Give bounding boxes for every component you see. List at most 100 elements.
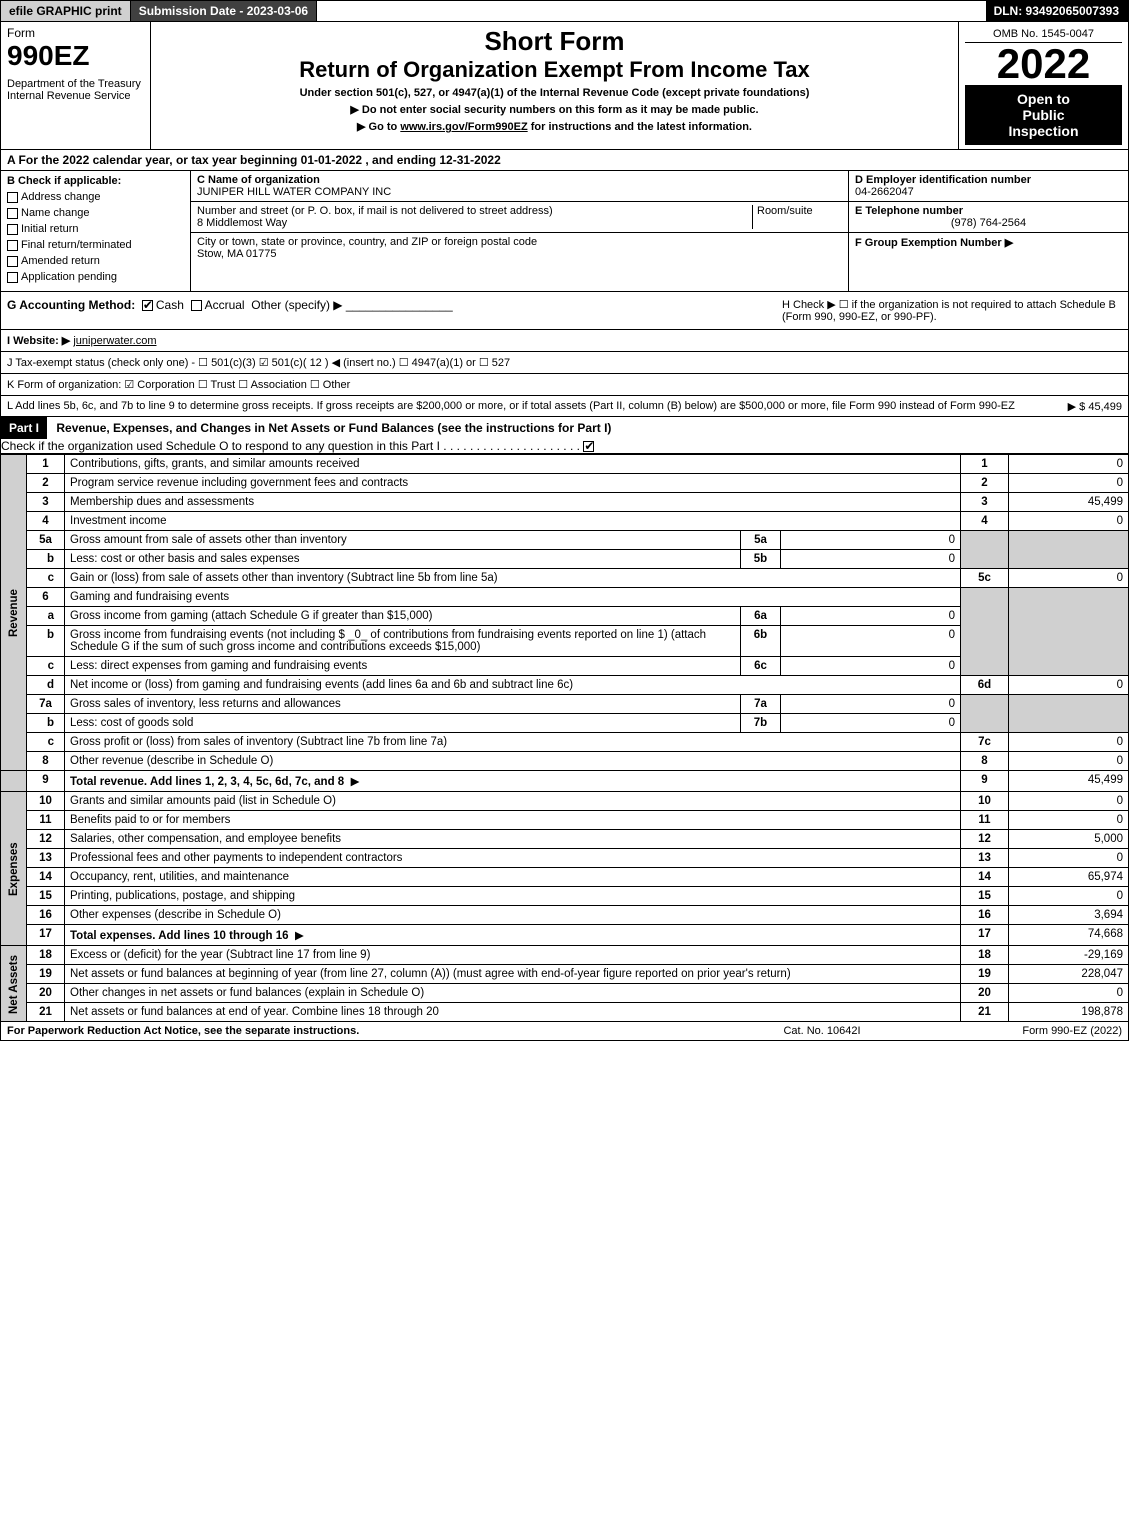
row-h: H Check ▶ ☐ if the organization is not r… <box>782 298 1122 323</box>
ln-6b-il: 6b <box>741 626 781 657</box>
ln-3-desc: Membership dues and assessments <box>65 493 961 512</box>
ln-18-amt: -29,169 <box>1009 946 1129 965</box>
city-label: City or town, state or province, country… <box>197 236 842 248</box>
efile-print-label[interactable]: efile GRAPHIC print <box>1 1 131 21</box>
open-1: Open to <box>971 91 1116 107</box>
chk-final-return[interactable]: Final return/terminated <box>7 239 184 251</box>
ln-14-num: 14 <box>27 868 65 887</box>
ln-17-amt: 74,668 <box>1009 925 1129 946</box>
ln-12-num: 12 <box>27 830 65 849</box>
open-to-public: Open to Public Inspection <box>965 85 1122 145</box>
ln-7-shade-amt <box>1009 695 1129 733</box>
subhead-2: ▶ Do not enter social security numbers o… <box>157 103 952 116</box>
c-street-row: Number and street (or P. O. box, if mail… <box>191 202 848 233</box>
section-b-c-def: B Check if applicable: Address change Na… <box>0 171 1129 292</box>
ein-value: 04-2662047 <box>855 186 1122 198</box>
ln-9-lbl: 9 <box>961 771 1009 792</box>
ln-4-amt: 0 <box>1009 512 1129 531</box>
lines-table: Revenue 1 Contributions, gifts, grants, … <box>0 454 1129 1022</box>
ln-7c-desc: Gross profit or (loss) from sales of inv… <box>65 733 961 752</box>
ln-14-desc: Occupancy, rent, utilities, and maintena… <box>65 868 961 887</box>
ln-12-amt: 5,000 <box>1009 830 1129 849</box>
ln-5a-il: 5a <box>741 531 781 550</box>
sub3-post: for instructions and the latest informat… <box>528 121 752 133</box>
ln-2-num: 2 <box>27 474 65 493</box>
footer-left: For Paperwork Reduction Act Notice, see … <box>7 1025 722 1037</box>
irs-link[interactable]: www.irs.gov/Form990EZ <box>400 121 527 133</box>
chk-application-pending[interactable]: Application pending <box>7 271 184 283</box>
chk-accrual[interactable] <box>191 300 202 311</box>
c-label: C Name of organization <box>197 174 842 186</box>
ln-14-amt: 65,974 <box>1009 868 1129 887</box>
ln-8-num: 8 <box>27 752 65 771</box>
ln-12-desc: Salaries, other compensation, and employ… <box>65 830 961 849</box>
ln-5c-amt: 0 <box>1009 569 1129 588</box>
c-name-row: C Name of organization JUNIPER HILL WATE… <box>191 171 848 202</box>
footer-form-id: Form 990-EZ (2022) <box>922 1025 1122 1037</box>
ln-20-desc: Other changes in net assets or fund bala… <box>65 984 961 1003</box>
ln-5ab-shade <box>961 531 1009 569</box>
form-word: Form <box>7 26 144 40</box>
row-k: K Form of organization: ☑ Corporation ☐ … <box>0 374 1129 396</box>
ln-6-num: 6 <box>27 588 65 607</box>
ln-6b-num: b <box>27 626 65 657</box>
ln-5b-num: b <box>27 550 65 569</box>
ln-5a-desc: Gross amount from sale of assets other t… <box>65 531 741 550</box>
ln-4-lbl: 4 <box>961 512 1009 531</box>
ln-19-num: 19 <box>27 965 65 984</box>
website-link[interactable]: juniperwater.com <box>73 335 156 347</box>
row-g-h: G Accounting Method: Cash Accrual Other … <box>0 292 1129 330</box>
ln-15-num: 15 <box>27 887 65 906</box>
ln-3-lbl: 3 <box>961 493 1009 512</box>
ln-1-amt: 0 <box>1009 455 1129 474</box>
chk-address-change[interactable]: Address change <box>7 191 184 203</box>
ln-8-lbl: 8 <box>961 752 1009 771</box>
room-suite-label: Room/suite <box>752 205 842 229</box>
ln-6a-iv: 0 <box>781 607 961 626</box>
row-l-text: L Add lines 5b, 6c, and 7b to line 9 to … <box>7 400 1015 412</box>
ln-2-lbl: 2 <box>961 474 1009 493</box>
f-label: F Group Exemption Number ▶ <box>855 236 1122 249</box>
ln-5a-iv: 0 <box>781 531 961 550</box>
chk-amended-return[interactable]: Amended return <box>7 255 184 267</box>
ln-5ab-shade-amt <box>1009 531 1129 569</box>
ln-16-num: 16 <box>27 906 65 925</box>
ln-6a-desc: Gross income from gaming (attach Schedul… <box>65 607 741 626</box>
ln-6c-num: c <box>27 657 65 676</box>
ln-20-num: 20 <box>27 984 65 1003</box>
ln-19-amt: 228,047 <box>1009 965 1129 984</box>
f-row: F Group Exemption Number ▶ <box>849 233 1128 252</box>
footer: For Paperwork Reduction Act Notice, see … <box>0 1022 1129 1041</box>
ln-5a-num: 5a <box>27 531 65 550</box>
d-label: D Employer identification number <box>855 174 1122 186</box>
ln-20-amt: 0 <box>1009 984 1129 1003</box>
submission-date: Submission Date - 2023-03-06 <box>131 1 317 21</box>
ln-6a-il: 6a <box>741 607 781 626</box>
street-value: 8 Middlemost Way <box>197 217 752 229</box>
chk-schedule-o[interactable] <box>583 441 594 452</box>
ln-20-lbl: 20 <box>961 984 1009 1003</box>
ln-7b-il: 7b <box>741 714 781 733</box>
form-header: Form 990EZ Department of the Treasury In… <box>0 22 1129 150</box>
ln-19-desc: Net assets or fund balances at beginning… <box>65 965 961 984</box>
city-value: Stow, MA 01775 <box>197 248 842 260</box>
ln-3-num: 3 <box>27 493 65 512</box>
ln-11-lbl: 11 <box>961 811 1009 830</box>
chk-cash[interactable] <box>142 300 153 311</box>
ln-15-desc: Printing, publications, postage, and shi… <box>65 887 961 906</box>
footer-cat-no: Cat. No. 10642I <box>722 1025 922 1037</box>
street-label: Number and street (or P. O. box, if mail… <box>197 205 752 217</box>
ln-5c-lbl: 5c <box>961 569 1009 588</box>
form-number: 990EZ <box>7 40 144 72</box>
chk-initial-return[interactable]: Initial return <box>7 223 184 235</box>
ln-6-desc: Gaming and fundraising events <box>65 588 961 607</box>
chk-name-change[interactable]: Name change <box>7 207 184 219</box>
ln-6c-iv: 0 <box>781 657 961 676</box>
short-form-title: Short Form <box>157 26 952 57</box>
ln-15-lbl: 15 <box>961 887 1009 906</box>
ln-14-lbl: 14 <box>961 868 1009 887</box>
row-l-amt: ▶ $ 45,499 <box>1068 400 1122 413</box>
top-bar: efile GRAPHIC print Submission Date - 20… <box>0 0 1129 22</box>
d-row: D Employer identification number 04-2662… <box>849 171 1128 202</box>
row-i: I Website: ▶ juniperwater.com <box>0 330 1129 352</box>
